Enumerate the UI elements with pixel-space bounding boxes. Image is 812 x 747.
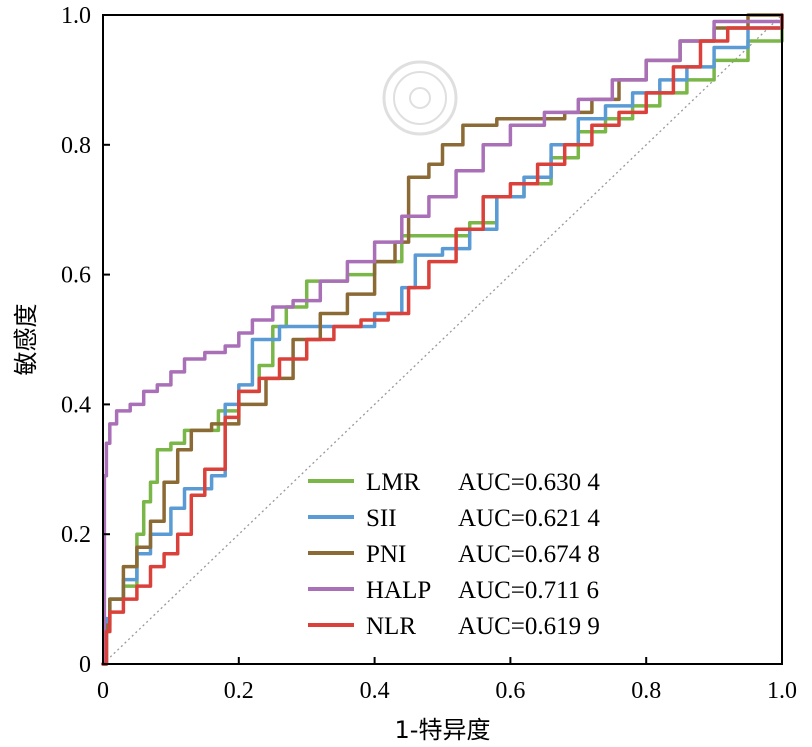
plot-frame — [102, 14, 783, 665]
x-tick-label: 0 — [97, 678, 109, 704]
legend-series-name: HALP — [366, 577, 431, 604]
series-line-pni — [101, 13, 784, 666]
legend-series-auc: AUC=0.619 9 — [458, 613, 600, 640]
y-tick-label: 0.2 — [61, 522, 91, 548]
series-line-halp — [101, 13, 784, 666]
x-tick-label: 1.0 — [767, 678, 797, 704]
x-tick-label: 0.2 — [224, 678, 254, 704]
legend-series-name: NLR — [366, 613, 416, 640]
x-axis-ticks: 0 0.2 0.4 0.6 0.8 1.0 — [97, 657, 797, 704]
legend-series-auc: AUC=0.621 4 — [458, 505, 600, 532]
y-axis-title: 敏感度 — [12, 304, 40, 376]
legend-series-name: SII — [366, 505, 397, 532]
y-tick-label: 1.0 — [61, 3, 91, 29]
legend-series-name: PNI — [366, 541, 406, 568]
legend: LMR AUC=0.630 4 SII AUC=0.621 4 PNI AUC=0.674… — [308, 469, 600, 640]
y-tick-label: 0.8 — [61, 133, 91, 159]
legend-series-auc: AUC=0.674 8 — [458, 541, 600, 568]
watermark-seal — [382, 60, 458, 136]
y-tick-label: 0.6 — [61, 263, 91, 289]
series-line-nlr — [101, 13, 784, 666]
legend-series-name: LMR — [366, 469, 421, 496]
y-tick-label: 0 — [79, 652, 91, 678]
y-tick-label: 0.4 — [61, 392, 91, 418]
x-tick-label: 0.8 — [631, 678, 661, 704]
series-group — [101, 13, 784, 666]
legend-series-auc: AUC=0.711 6 — [458, 577, 599, 604]
y-axis-ticks: 0 0.2 0.4 0.6 0.8 1.0 — [61, 3, 110, 678]
reference-diagonal-line — [102, 14, 783, 665]
x-tick-label: 0.4 — [360, 678, 390, 704]
x-tick-label: 0.6 — [495, 678, 525, 704]
x-axis-title: 1-特异度 — [395, 716, 491, 744]
legend-series-auc: AUC=0.630 4 — [458, 469, 600, 496]
